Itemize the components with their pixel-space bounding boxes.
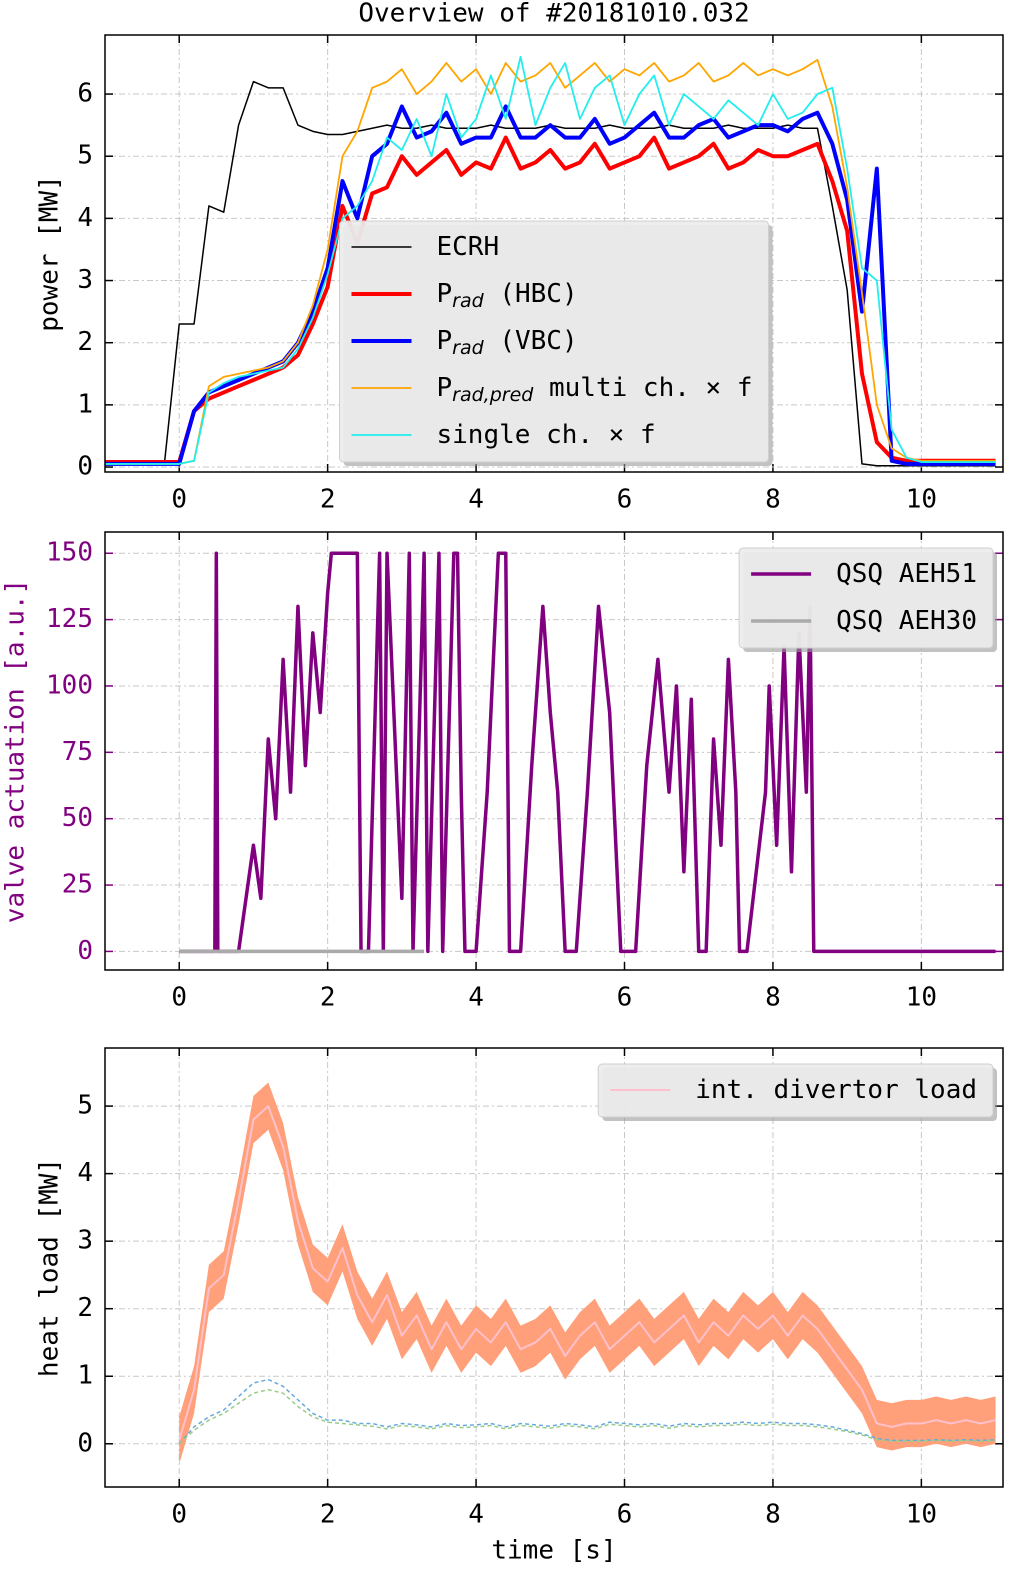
band — [179, 1082, 996, 1465]
axes-frame — [104, 1047, 1004, 1488]
legend: int. divertor load — [597, 1063, 997, 1121]
chart-title: Overview of #20181010.032 — [358, 0, 749, 29]
x-tick-label: 4 — [468, 1500, 484, 1530]
x-tick-label: 4 — [468, 983, 484, 1013]
y-tick-label: 5 — [77, 1091, 93, 1121]
line — [105, 55, 996, 465]
legend-label: ECRH — [437, 232, 500, 262]
legend-box — [339, 220, 769, 463]
x-tick-label: 6 — [617, 485, 633, 515]
x-tick-label: 8 — [765, 1500, 781, 1530]
y-tick-label: 0 — [77, 452, 93, 482]
axes-frame — [104, 34, 1004, 473]
y-tick-label: 6 — [77, 79, 93, 109]
y-axis-label: heat load [MW] — [35, 1158, 65, 1377]
y-tick-label: 25 — [62, 870, 93, 900]
x-tick-label: 10 — [906, 485, 937, 515]
line — [105, 58, 996, 465]
x-tick-label: 4 — [468, 485, 484, 515]
legend-label: QSQ AEH30 — [836, 606, 977, 636]
x-axis-label: time [s] — [491, 1536, 616, 1566]
x-tick-label: 6 — [617, 1500, 633, 1530]
y-tick-label: 2 — [77, 327, 93, 357]
y-tick-label: 3 — [77, 1226, 93, 1256]
legend-name: P — [437, 326, 453, 356]
legend-label: Prad,pred multi ch. × f — [437, 373, 753, 406]
legend-subscript: rad — [452, 290, 484, 312]
legend: QSQ AEH51 QSQ AEH30 — [738, 547, 997, 652]
y-tick-label: 100 — [46, 670, 93, 700]
legend-label: single ch. × f — [437, 420, 656, 450]
line — [179, 551, 996, 954]
y-tick-label: 75 — [62, 737, 93, 767]
y-tick-label: 5 — [77, 141, 93, 171]
x-tick-label: 8 — [765, 485, 781, 515]
legend-label: Prad (VBC) — [437, 326, 578, 359]
legend-suffix: (VBC) — [484, 326, 578, 356]
y-tick-label: 4 — [77, 1158, 93, 1188]
y-tick-label: 3 — [77, 265, 93, 295]
line — [178, 1105, 996, 1441]
line — [178, 1388, 996, 1445]
y-axis-label: valve actuation [a.u.] — [1, 579, 31, 923]
legend-box — [597, 1063, 994, 1118]
x-tick-label: 0 — [171, 1500, 187, 1530]
y-tick-label: 2 — [77, 1293, 93, 1323]
x-tick-label: 0 — [171, 983, 187, 1013]
y-tick-label: 150 — [46, 538, 93, 568]
legend-name: P — [437, 279, 453, 309]
x-tick-label: 0 — [171, 485, 187, 515]
y-tick-label: 0 — [77, 1428, 93, 1458]
x-tick-label: 2 — [320, 983, 336, 1013]
y-tick-label: 0 — [77, 936, 93, 966]
y-tick-label: 50 — [62, 803, 93, 833]
x-tick-label: 10 — [906, 983, 937, 1013]
legend-name: QSQ AEH30 — [836, 606, 977, 636]
legend-name: ECRH — [437, 232, 500, 262]
line — [178, 1378, 996, 1445]
x-tick-label: 6 — [617, 983, 633, 1013]
legend-name: int. divertor load — [695, 1075, 977, 1105]
legend-suffix: multi ch. × f — [533, 373, 752, 403]
y-tick-label: 1 — [77, 389, 93, 419]
x-tick-label: 2 — [320, 1500, 336, 1530]
y-tick-label: 4 — [77, 203, 93, 233]
x-tick-label: 10 — [906, 1500, 937, 1530]
legend-name: single ch. × f — [437, 420, 656, 450]
legend-name: QSQ AEH51 — [836, 559, 977, 589]
legend-suffix: (HBC) — [484, 279, 578, 309]
legend-label: QSQ AEH51 — [836, 559, 977, 589]
y-tick-label: 125 — [46, 604, 93, 634]
legend-name: P — [437, 373, 453, 403]
y-tick-label: 1 — [77, 1361, 93, 1391]
x-tick-label: 8 — [765, 983, 781, 1013]
legend-subscript: rad — [452, 337, 484, 359]
line — [105, 135, 996, 465]
legend-label: int. divertor load — [695, 1075, 977, 1105]
axes-frame — [104, 531, 1004, 971]
legend-subscript: rad,pred — [452, 384, 534, 406]
x-tick-label: 2 — [320, 485, 336, 515]
y-axis-label: power [MW] — [35, 175, 65, 332]
legend-label: Prad (HBC) — [437, 279, 578, 312]
